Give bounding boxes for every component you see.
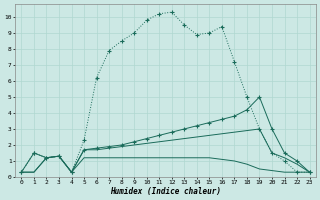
X-axis label: Humidex (Indice chaleur): Humidex (Indice chaleur): [110, 187, 221, 196]
